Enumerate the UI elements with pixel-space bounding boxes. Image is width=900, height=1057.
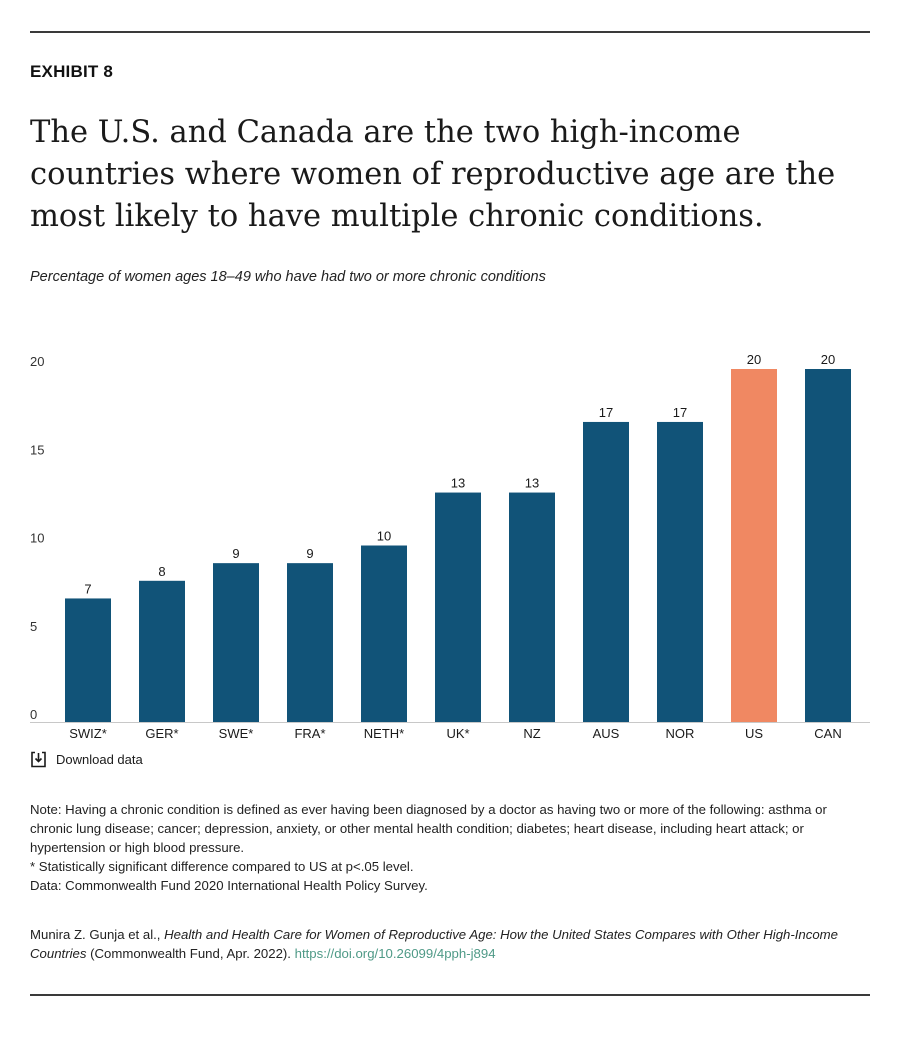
notes: Note: Having a chronic condition is defi… xyxy=(30,800,870,895)
bar-value-label: 17 xyxy=(673,405,687,420)
citation-publisher: (Commonwealth Fund, Apr. 2022). xyxy=(86,946,295,961)
x-tick-label: GER* xyxy=(145,726,178,741)
x-tick-label: US xyxy=(745,726,763,741)
bar-neth xyxy=(361,545,407,722)
chart-title: The U.S. and Canada are the two high-inc… xyxy=(30,115,836,234)
y-tick-label: 0 xyxy=(30,707,37,722)
download-icon xyxy=(31,751,46,768)
x-tick-label: AUS xyxy=(593,726,620,741)
y-tick-label: 20 xyxy=(30,354,44,369)
bar-ger xyxy=(139,580,185,722)
bar-value-label: 8 xyxy=(158,564,165,579)
bar-value-label: 10 xyxy=(377,529,391,544)
bar-value-label: 13 xyxy=(525,476,539,491)
bar-aus xyxy=(583,421,629,722)
exhibit-label: EXHIBIT 8 xyxy=(30,62,114,81)
x-tick-label: FRA* xyxy=(294,726,325,741)
y-tick-label: 5 xyxy=(30,619,37,634)
citation-authors: Munira Z. Gunja et al., xyxy=(30,927,165,942)
bar-can xyxy=(805,369,851,722)
bar-us xyxy=(731,369,777,722)
note-significance: * Statistically significant difference c… xyxy=(30,859,414,874)
note-definition: Note: Having a chronic condition is defi… xyxy=(30,802,827,855)
bar-nor xyxy=(657,421,703,722)
bar-value-label: 9 xyxy=(306,546,313,561)
y-tick-label: 15 xyxy=(30,442,44,457)
citation-report-title: Health and Health Care for Women of Repr… xyxy=(30,927,838,961)
chart-subtitle: Percentage of women ages 18–49 who have … xyxy=(30,269,546,285)
download-data-button[interactable]: Download data xyxy=(30,751,143,768)
x-tick-label: UK* xyxy=(446,726,469,741)
bar-value-label: 9 xyxy=(232,546,239,561)
bar-nz xyxy=(509,492,555,722)
citation: Munira Z. Gunja et al., Health and Healt… xyxy=(30,925,870,963)
bar-uk xyxy=(435,492,481,722)
x-tick-label: SWE* xyxy=(219,726,254,741)
bar-value-label: 17 xyxy=(599,405,613,420)
top-rule xyxy=(30,31,870,33)
x-tick-label: NOR xyxy=(666,726,695,741)
bar-value-label: 20 xyxy=(747,352,761,367)
bar-swe xyxy=(213,563,259,722)
bottom-rule xyxy=(30,994,870,996)
bar-value-label: 20 xyxy=(821,352,835,367)
bar-fra xyxy=(287,563,333,722)
x-tick-label: CAN xyxy=(814,726,841,741)
x-tick-label: NETH* xyxy=(364,726,404,741)
bar-chart: 0 5 10 15 20 7 SWIZ* 8 GER* 9 SWE* 9 FRA* 10 NETH* 13 UK… xyxy=(30,352,870,741)
citation-doi-link[interactable]: https://doi.org/10.26099/4pph-j894 xyxy=(294,946,496,961)
note-data-source: Data: Commonwealth Fund 2020 Internation… xyxy=(30,878,428,893)
bar-value-label: 13 xyxy=(451,476,465,491)
x-tick-label: SWIZ* xyxy=(69,726,107,741)
bar-swiz xyxy=(65,598,111,722)
y-tick-label: 10 xyxy=(30,531,44,546)
x-tick-label: NZ xyxy=(523,726,540,741)
download-data-label: Download data xyxy=(56,752,143,767)
bar-value-label: 7 xyxy=(84,581,91,596)
